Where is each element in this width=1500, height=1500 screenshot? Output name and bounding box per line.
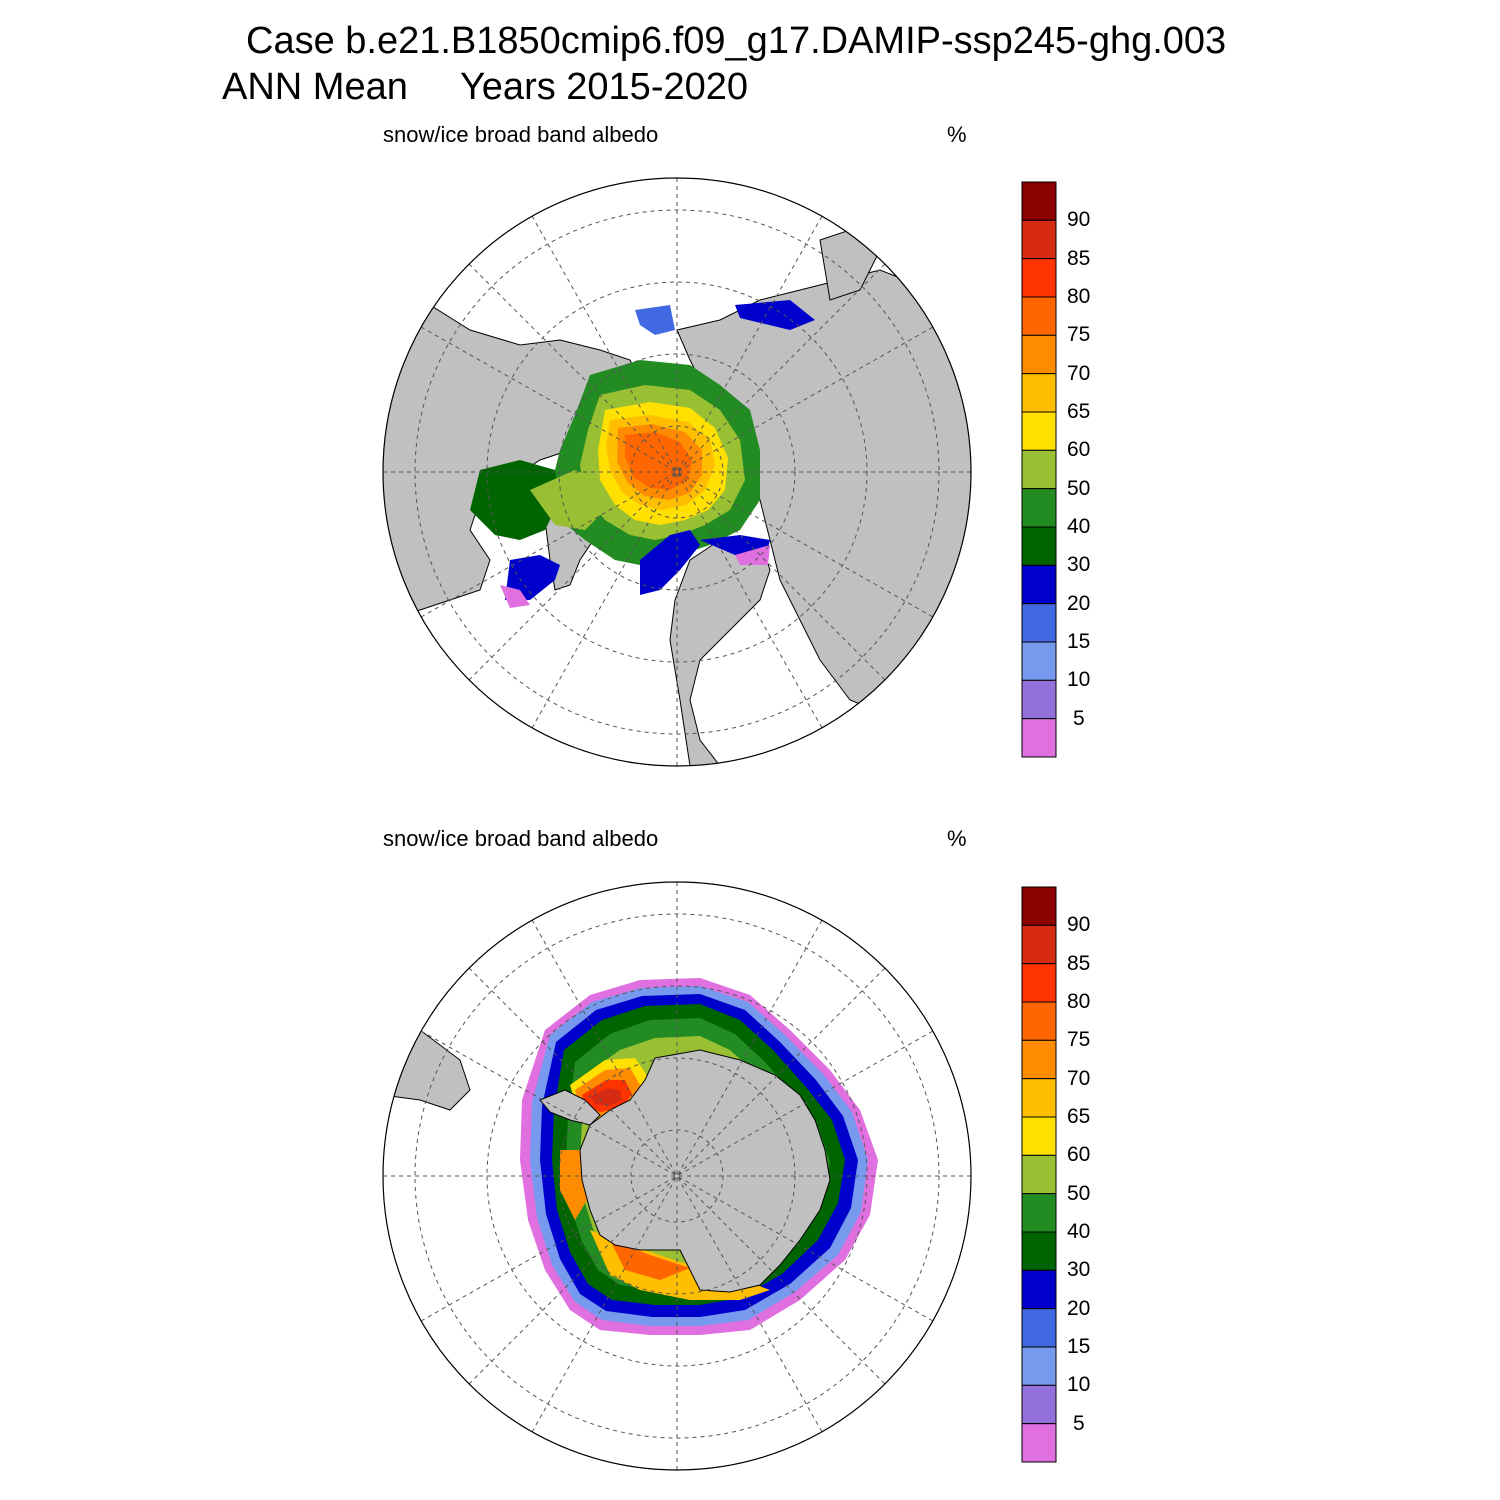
sh-colorbar-box: [1021, 1308, 1057, 1348]
sh-polar-map: [383, 882, 971, 1470]
sh-colorbar: [1021, 886, 1057, 1463]
sh-units-label: %: [947, 826, 967, 851]
sh-colorbar-tick-label: 40: [1067, 1220, 1091, 1243]
sh-antarctica: [579, 1049, 831, 1293]
sh-colorbar-box: [1021, 1001, 1057, 1041]
nh-colorbar-tick-label: 10: [1067, 668, 1091, 692]
nh-colorbar-box: [1021, 296, 1057, 336]
sh-colorbar-tick-label: 50: [1067, 1181, 1091, 1205]
sh-colorbar-tick-label: 75: [1067, 1028, 1091, 1052]
nh-colorbar-box: [1021, 449, 1057, 490]
sh-colorbar-tick-label: 30: [1067, 1258, 1091, 1282]
sh-colorbar-tick-label: 65: [1067, 1105, 1091, 1128]
nh-colorbar-box: [1021, 488, 1057, 528]
nh-colorbar-tick-label: 75: [1067, 323, 1091, 347]
sh-colorbar-box: [1021, 924, 1057, 965]
sh-colorbar-box: [1021, 886, 1057, 926]
nh-colorbar-box: [1021, 219, 1057, 260]
nh-colorbar-tick-label: 50: [1067, 476, 1091, 500]
sh-colorbar-tick-label: 15: [1067, 1335, 1091, 1358]
nh-colorbar-box: [1021, 181, 1057, 221]
nh-colorbar-tick-label: 70: [1067, 361, 1091, 385]
nh-colorbar-box: [1021, 258, 1057, 298]
sh-colorbar-tick-label: 20: [1067, 1296, 1091, 1320]
sh-colorbar-tick-label: 70: [1067, 1066, 1091, 1090]
nh-colorbar-tick-label: 15: [1067, 630, 1091, 653]
nh-graticule: [383, 178, 971, 766]
sh-colorbar-box: [1021, 1039, 1057, 1080]
sh-colorbar-box: [1021, 1346, 1057, 1386]
nh-land: [383, 229, 971, 766]
nh-colorbar-tick-label: 40: [1067, 515, 1091, 538]
sh-colorbar-box: [1021, 1116, 1057, 1156]
sh-antarctic-peninsula: [539, 1089, 601, 1126]
figure-title-case: Case b.e21.B1850cmip6.f09_g17.DAMIP-ssp2…: [246, 20, 1227, 62]
nh-variable-label: snow/ice broad band albedo: [383, 122, 659, 147]
nh-colorbar-box: [1021, 718, 1057, 758]
sh-colorbar-tick-label: 80: [1067, 990, 1091, 1013]
sh-colorbar-box: [1021, 1384, 1057, 1425]
sh-colorbar-tick-label: 10: [1067, 1373, 1091, 1397]
sh-graticule: [383, 882, 971, 1470]
nh-colorbar-tick-label: 30: [1067, 553, 1091, 577]
nh-colorbar-box: [1021, 373, 1057, 413]
sh-colorbar-tick-label: 85: [1067, 951, 1091, 975]
sh-colorbar-box: [1021, 1269, 1057, 1310]
nh-colorbar-box: [1021, 411, 1057, 451]
sh-map-border: [382, 881, 972, 1471]
sh-colorbar-box: [1021, 1154, 1057, 1195]
sh-colorbar-tick-label: 5: [1073, 1411, 1085, 1435]
sh-colorbar-box: [1021, 1193, 1057, 1233]
sh-colorbar-tick-label: 90: [1067, 913, 1091, 937]
nh-units-label: %: [947, 122, 967, 147]
sh-colorbar-box: [1021, 1078, 1057, 1118]
nh-colorbar-tick-label: 20: [1067, 591, 1091, 615]
nh-colorbar-tick-label: 90: [1067, 208, 1091, 232]
sh-variable-label: snow/ice broad band albedo: [383, 826, 659, 851]
nh-colorbar-box: [1021, 603, 1057, 643]
nh-map-border: [382, 177, 972, 767]
nh-colorbar-tick-label: 5: [1073, 706, 1085, 730]
nh-colorbar-tick-label: 65: [1067, 400, 1091, 423]
nh-colorbar-box: [1021, 526, 1057, 566]
nh-colorbar-tick-label: 80: [1067, 285, 1091, 308]
nh-colorbar-box: [1021, 679, 1057, 720]
figure-title-period: ANN Mean Years 2015-2020: [222, 66, 749, 108]
nh-colorbar-box: [1021, 334, 1057, 375]
sh-colorbar-box: [1021, 1423, 1057, 1463]
nh-polar-map: [383, 178, 971, 766]
nh-colorbar-box: [1021, 564, 1057, 605]
nh-colorbar-tick-label: 85: [1067, 246, 1091, 270]
sh-colorbar-tick-label: 60: [1067, 1143, 1091, 1167]
sh-colorbar-box: [1021, 1231, 1057, 1271]
nh-colorbar-tick-label: 60: [1067, 438, 1091, 462]
nh-colorbar: [1021, 181, 1057, 758]
sh-colorbar-box: [1021, 963, 1057, 1003]
nh-colorbar-box: [1021, 641, 1057, 681]
